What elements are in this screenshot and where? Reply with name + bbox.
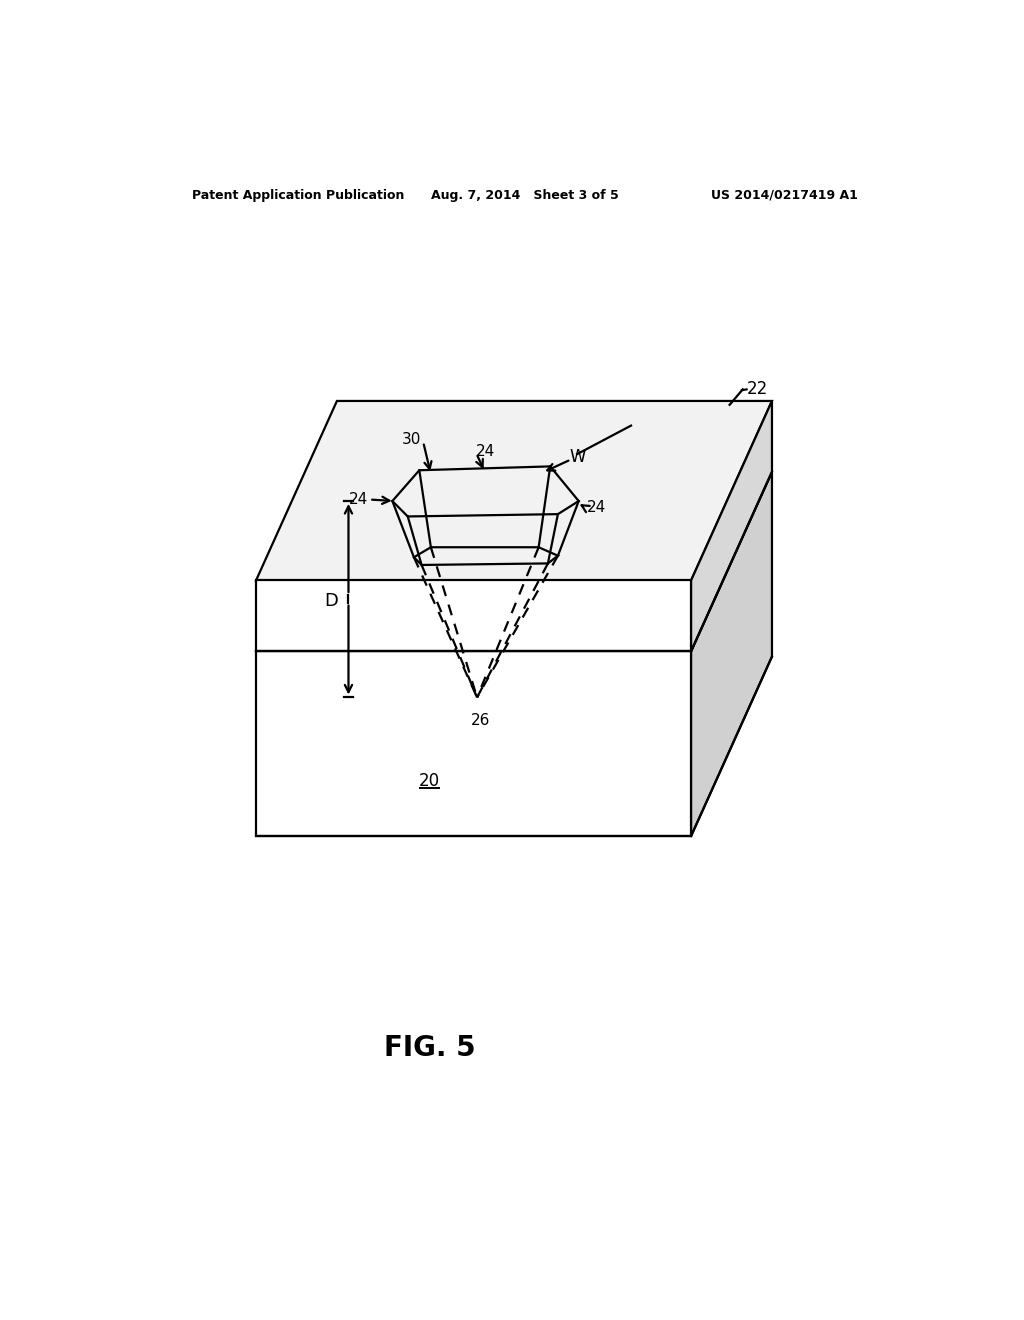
- Text: 30: 30: [402, 432, 422, 447]
- Text: 24: 24: [587, 500, 605, 515]
- Text: US 2014/0217419 A1: US 2014/0217419 A1: [711, 189, 857, 202]
- Text: Aug. 7, 2014   Sheet 3 of 5: Aug. 7, 2014 Sheet 3 of 5: [431, 189, 618, 202]
- Text: 20: 20: [419, 772, 440, 789]
- Text: W: W: [569, 449, 586, 466]
- Text: 24: 24: [475, 444, 495, 458]
- Polygon shape: [691, 471, 772, 836]
- Text: 22: 22: [746, 380, 768, 399]
- Text: 26: 26: [471, 713, 490, 727]
- Polygon shape: [256, 581, 691, 651]
- Text: FIG. 5: FIG. 5: [384, 1034, 475, 1061]
- Polygon shape: [256, 401, 772, 581]
- Text: D: D: [325, 593, 339, 610]
- Polygon shape: [691, 401, 772, 651]
- Text: Patent Application Publication: Patent Application Publication: [193, 189, 404, 202]
- Text: 24: 24: [348, 492, 368, 507]
- Polygon shape: [256, 651, 691, 836]
